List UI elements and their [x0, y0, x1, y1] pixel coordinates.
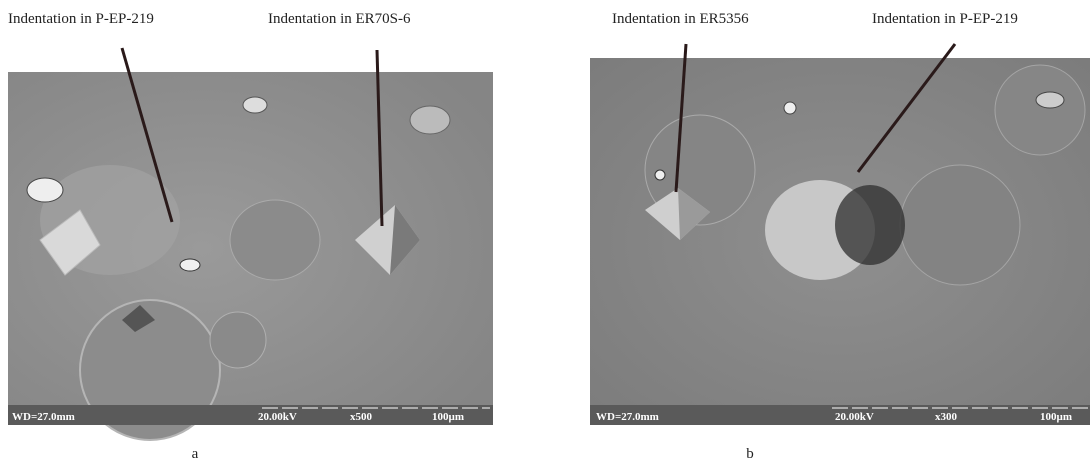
info-text: 100µm [1040, 411, 1072, 423]
figure: Indentation in P-EP-219 Indentation in E… [0, 0, 1090, 466]
info-text: x300 [935, 411, 958, 423]
caption: b [746, 446, 754, 462]
info-text: x500 [350, 411, 373, 423]
info-text: 100µm [432, 411, 464, 423]
info-text: 20.00kV [835, 411, 874, 423]
page: {"panels": [ {"caption": "a", "annotatio… [0, 0, 1090, 466]
caption: a [192, 446, 199, 462]
info-text: WD=27.0mm [12, 411, 75, 423]
annotation: Indentation in ER5356 [612, 11, 749, 27]
info-text: 20.00kV [258, 411, 297, 423]
info-text: WD=27.0mm [596, 411, 659, 423]
annotation: Indentation in P-EP-219 [8, 11, 154, 27]
micrograph-a [8, 72, 493, 440]
annotation: Indentation in ER70S-6 [268, 11, 411, 27]
annotation: Indentation in P-EP-219 [872, 11, 1018, 27]
micrograph-b [590, 58, 1090, 425]
